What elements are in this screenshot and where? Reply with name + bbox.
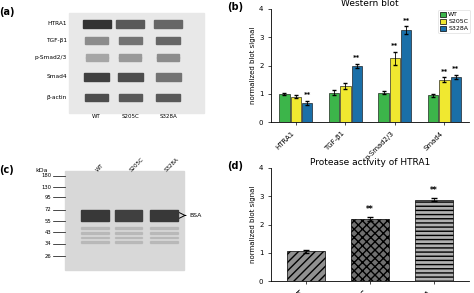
Bar (118, 38, 142, 44)
Bar (155, 73, 181, 81)
Bar (150, 232, 178, 234)
Bar (157, 57, 179, 61)
Text: S328A: S328A (164, 156, 180, 172)
Bar (115, 210, 142, 221)
Text: **: ** (441, 69, 448, 75)
Text: HTRA1: HTRA1 (47, 21, 67, 26)
Bar (65, 171, 184, 270)
Bar (401, 30, 411, 122)
Bar (81, 232, 109, 234)
Bar (115, 227, 142, 229)
Bar (86, 57, 108, 61)
Bar (329, 93, 339, 122)
Text: 26: 26 (45, 254, 51, 259)
Bar (118, 73, 143, 81)
Y-axis label: normalized blot signal: normalized blot signal (250, 27, 256, 104)
Bar (81, 241, 109, 243)
Bar (156, 94, 180, 101)
Bar (115, 232, 142, 234)
Text: (d): (d) (228, 161, 244, 171)
Bar (86, 54, 108, 58)
Bar (340, 86, 351, 122)
Text: WT: WT (92, 114, 101, 119)
Text: TGF-β1: TGF-β1 (46, 38, 67, 43)
Bar (150, 241, 178, 243)
Bar (287, 251, 326, 281)
Bar (378, 93, 389, 122)
Text: WT: WT (95, 163, 104, 172)
Text: **: ** (366, 205, 374, 214)
Text: 72: 72 (45, 207, 51, 212)
Text: **: ** (353, 55, 360, 61)
Bar (69, 13, 204, 113)
Bar (150, 236, 178, 239)
Bar (150, 210, 178, 221)
Bar (451, 77, 461, 122)
Bar (81, 227, 109, 229)
Bar (115, 241, 142, 243)
Bar (85, 38, 109, 44)
Bar (83, 20, 110, 28)
Text: (c): (c) (0, 166, 14, 176)
Bar (117, 20, 144, 28)
Text: 43: 43 (45, 230, 51, 235)
Title: Western blot: Western blot (341, 0, 399, 8)
Text: S328A: S328A (159, 114, 177, 119)
Bar (84, 73, 109, 81)
Bar (415, 200, 453, 281)
Bar (115, 236, 142, 239)
Text: **: ** (304, 93, 311, 98)
Text: 180: 180 (41, 173, 51, 178)
Text: kDa: kDa (35, 168, 47, 173)
Text: (b): (b) (228, 2, 244, 12)
Bar (85, 94, 109, 101)
Text: **: ** (430, 186, 438, 195)
Text: 130: 130 (41, 185, 51, 190)
Text: **: ** (403, 18, 410, 23)
Text: 55: 55 (45, 219, 51, 224)
Text: 34: 34 (45, 241, 51, 246)
Bar (150, 227, 178, 229)
Text: p-Smad2/3: p-Smad2/3 (35, 55, 67, 60)
Bar (279, 94, 290, 122)
Text: BSA: BSA (190, 213, 202, 218)
Bar (81, 236, 109, 239)
Text: **: ** (452, 66, 459, 72)
Bar (352, 66, 362, 122)
Text: **: ** (392, 43, 399, 50)
Bar (157, 54, 179, 58)
Bar (439, 80, 450, 122)
Bar (81, 210, 109, 221)
Bar (291, 97, 301, 122)
Text: (a): (a) (0, 6, 15, 16)
Text: 95: 95 (45, 195, 51, 200)
Y-axis label: normalized blot signal: normalized blot signal (250, 186, 256, 263)
Legend: WT, S205C, S328A: WT, S205C, S328A (438, 10, 470, 33)
Text: S205C: S205C (121, 114, 139, 119)
Bar (351, 219, 389, 281)
Bar (302, 103, 312, 122)
Bar (156, 38, 180, 44)
Bar (154, 20, 182, 28)
Text: Smad4: Smad4 (46, 74, 67, 79)
Bar (118, 94, 142, 101)
Text: β-actin: β-actin (47, 95, 67, 100)
Bar (119, 57, 141, 61)
Text: S205C: S205C (128, 156, 145, 172)
Bar (390, 59, 400, 122)
Title: Protease activity of HTRA1: Protease activity of HTRA1 (310, 158, 430, 167)
Bar (119, 54, 141, 58)
Bar (428, 95, 438, 122)
